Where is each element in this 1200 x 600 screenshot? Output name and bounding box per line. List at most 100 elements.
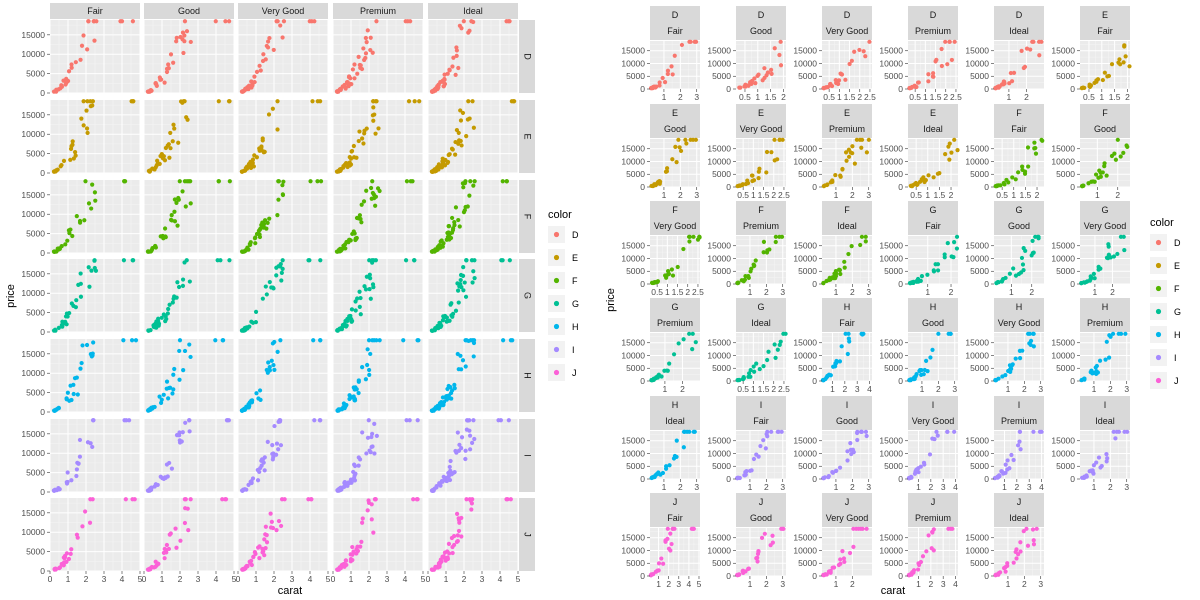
y-tick-label: 5000 [970,266,989,276]
data-point [253,309,259,315]
data-point [57,565,63,570]
data-point [745,178,750,183]
data-point [223,19,228,24]
data-point [352,231,357,236]
wrap-strip-color: E [672,108,678,118]
x-tick-label: 2 [1115,190,1120,200]
data-point [466,338,471,344]
data-point [360,520,365,525]
data-point [89,206,94,211]
data-point [263,57,268,62]
y-tick-label: 10000 [707,58,731,68]
data-point [751,456,757,462]
data-point [669,64,674,69]
data-point [415,497,420,502]
data-point [931,527,936,532]
data-point [442,81,448,87]
y-tick-label: 15000 [879,144,903,154]
data-point [172,366,177,372]
data-point [264,540,270,545]
data-point [762,531,767,536]
data-point [943,152,948,157]
wrap-strip-color: G [1015,205,1022,215]
x-tick-label: 1.5 [758,190,770,200]
data-point [90,99,96,104]
data-point [172,209,177,214]
y-tick-label: 10000 [1051,156,1075,166]
data-point [257,63,262,68]
data-point [64,481,70,486]
data-point [1108,334,1113,339]
data-point [673,144,678,149]
x-tick-label: 4 [498,574,503,584]
data-point [1080,475,1085,480]
data-point [914,467,919,472]
wrap-strip-cut: Good [750,26,772,36]
data-point [821,476,826,481]
data-point [954,234,960,239]
data-point [758,443,763,449]
data-point [863,54,868,59]
y-tick-label: 5000 [626,266,645,276]
data-point [448,458,453,464]
data-point [1086,181,1091,186]
data-point [1003,565,1008,570]
wrap-strip [736,298,786,332]
y-tick-label: 5000 [712,169,731,179]
data-point [864,150,869,155]
x-tick-label: 3 [1027,482,1032,492]
grid-panel-I-Ideal [427,418,519,493]
data-point [74,532,80,537]
data-point [838,561,843,566]
y-tick-label: 5000 [1056,363,1075,373]
data-point [153,564,158,570]
column-strip [50,3,140,19]
data-point [318,99,323,104]
data-point [318,258,323,263]
data-point [176,284,182,290]
data-point [213,338,218,343]
data-point [167,155,172,160]
data-point [1110,331,1116,336]
data-point [775,429,780,434]
data-point [343,162,348,168]
data-point [374,433,379,438]
data-point [845,449,850,454]
grid-panel-G-Good [143,258,235,333]
x-tick-label: 1.5 [1109,92,1121,102]
data-point [842,265,847,270]
data-point [270,443,275,448]
y-tick-label: 10000 [965,448,989,458]
wrap-strip [736,201,786,235]
panel-background [908,41,958,89]
data-point [177,377,182,382]
data-point [838,71,843,76]
column-strip-label: Fair [87,6,103,16]
y-tick-label: 10000 [621,350,645,360]
data-point [775,347,780,352]
facet-grid-chart: Fair Good Very Good Premium IdealDEFGHIJcara… [5,3,535,597]
wrap-strip [650,6,700,40]
data-point [748,374,753,379]
data-point [77,437,83,443]
data-point [781,526,786,531]
x-tick-label: 2.5 [950,92,962,102]
data-point [70,142,75,147]
data-point [1023,248,1028,253]
legend-title: color [1150,217,1174,229]
data-point [504,497,509,502]
data-point [1011,70,1017,75]
data-point [1084,279,1089,285]
data-point [76,461,81,466]
data-point [447,464,452,470]
data-point [1080,184,1085,189]
y-tick-label: 10000 [21,288,45,298]
data-point [246,482,251,487]
y-tick-label: 0 [726,182,731,192]
y-tick-label: 15000 [1051,46,1075,56]
data-point [372,451,377,456]
data-point [1017,429,1023,434]
x-tick-label: 4 [953,482,958,492]
